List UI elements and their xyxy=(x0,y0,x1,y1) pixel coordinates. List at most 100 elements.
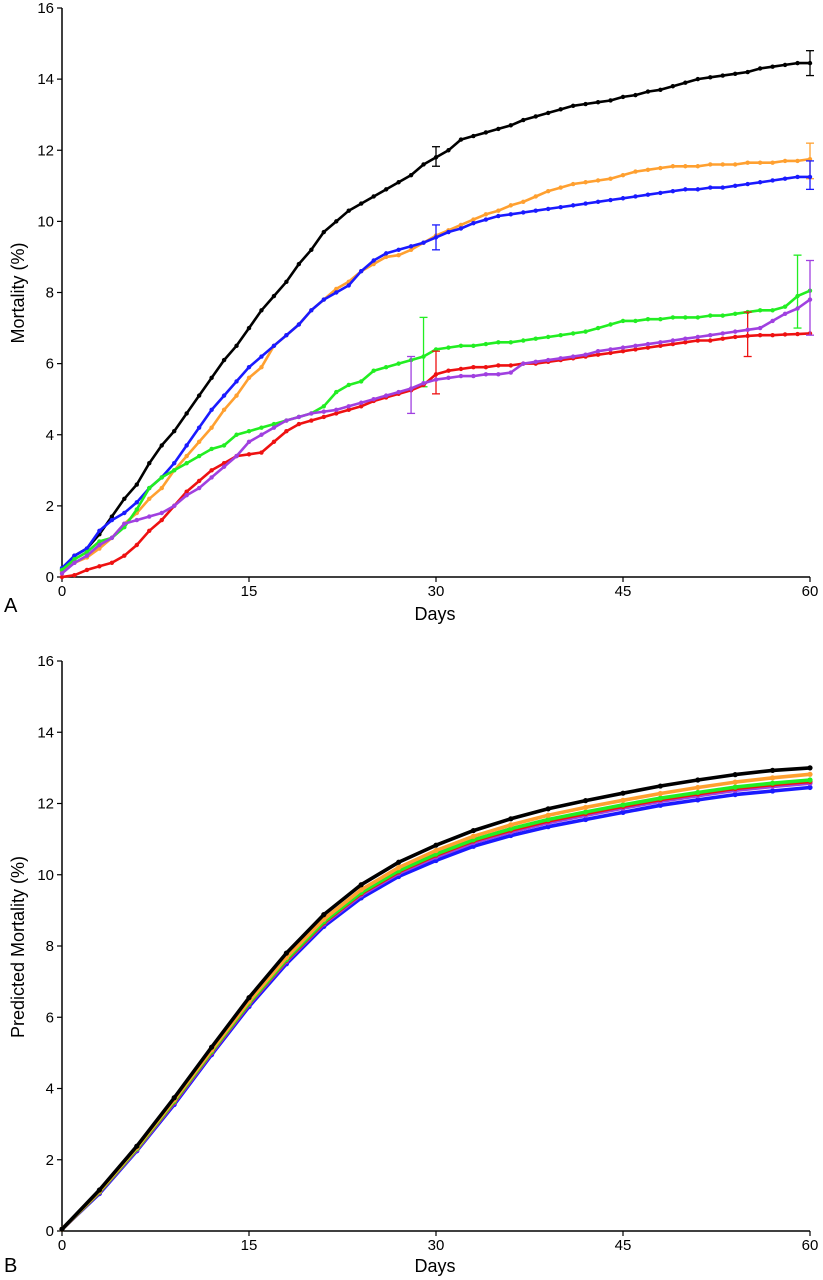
data-point xyxy=(633,92,638,98)
data-point xyxy=(221,357,227,363)
data-point xyxy=(645,192,651,197)
data-point xyxy=(122,510,127,516)
data-point xyxy=(757,325,763,331)
data-point xyxy=(184,411,189,416)
data-point xyxy=(396,859,402,865)
panel-a-y-tick-label: 16 xyxy=(37,0,54,17)
data-point xyxy=(782,304,788,309)
data-point xyxy=(620,94,626,100)
data-point xyxy=(645,341,651,347)
data-point xyxy=(695,315,700,320)
panel-a-x-tick-label: 0 xyxy=(58,583,66,600)
data-point xyxy=(246,995,252,1001)
data-point xyxy=(533,336,538,341)
data-point xyxy=(433,847,439,854)
data-point xyxy=(508,826,514,832)
data-point xyxy=(396,252,401,258)
panel-b-x-tick-label: 15 xyxy=(241,1237,258,1254)
series-line xyxy=(60,766,811,1231)
data-point xyxy=(695,777,701,783)
data-point xyxy=(521,210,526,215)
data-point xyxy=(458,137,464,142)
data-point xyxy=(733,311,738,317)
data-point xyxy=(396,865,402,871)
data-point xyxy=(59,1226,65,1232)
data-point xyxy=(246,452,252,457)
panel-a-y-tick-label: 6 xyxy=(46,356,54,373)
data-point xyxy=(321,297,326,302)
data-point xyxy=(97,542,102,548)
panel-b-y-tick-label: 12 xyxy=(37,796,54,813)
data-point xyxy=(570,181,576,187)
data-point xyxy=(795,331,800,337)
data-point xyxy=(558,356,563,361)
data-point xyxy=(695,187,700,192)
data-point xyxy=(595,325,601,331)
data-point xyxy=(633,318,638,324)
data-point xyxy=(658,190,663,196)
panel-a-series-1 xyxy=(59,50,814,573)
data-point xyxy=(209,407,214,413)
data-point xyxy=(246,439,252,445)
data-point xyxy=(122,521,127,526)
data-point xyxy=(159,443,164,448)
data-point xyxy=(470,833,476,839)
data-point xyxy=(583,798,589,804)
panel-a-series-3 xyxy=(59,160,814,571)
data-point xyxy=(733,329,738,334)
panel-b-x-tick-label: 30 xyxy=(428,1237,445,1254)
data-point xyxy=(546,188,551,194)
data-point xyxy=(196,478,202,484)
data-point xyxy=(359,379,364,384)
data-point xyxy=(471,364,476,370)
data-point xyxy=(732,784,738,790)
data-point xyxy=(807,777,813,783)
data-point xyxy=(508,832,514,839)
data-point xyxy=(109,560,115,565)
data-point xyxy=(546,334,551,340)
data-point xyxy=(97,539,102,544)
data-point xyxy=(246,364,252,370)
data-point xyxy=(159,517,164,523)
panel-b-y-tick-label: 8 xyxy=(46,938,54,955)
data-point xyxy=(284,418,289,423)
data-point xyxy=(221,393,227,398)
data-point xyxy=(159,510,164,516)
data-point xyxy=(309,418,314,423)
data-point xyxy=(583,352,588,357)
data-point xyxy=(558,332,563,338)
panel-b-x-axis-title: Days xyxy=(414,1256,455,1276)
data-point xyxy=(396,361,401,366)
data-point xyxy=(620,345,626,350)
data-point xyxy=(545,816,551,823)
data-point xyxy=(271,439,277,445)
data-point xyxy=(134,1143,140,1149)
data-point xyxy=(396,389,401,395)
data-point xyxy=(97,564,102,569)
error-bar xyxy=(407,355,416,415)
data-point xyxy=(309,247,314,253)
data-point xyxy=(770,332,775,338)
data-point xyxy=(670,188,676,194)
data-point xyxy=(595,178,601,183)
data-point xyxy=(321,404,326,409)
data-point xyxy=(458,366,464,372)
data-point xyxy=(782,332,788,337)
error-bar xyxy=(432,146,440,167)
data-point xyxy=(620,797,626,803)
data-point xyxy=(733,162,738,167)
data-point xyxy=(446,368,451,373)
data-point xyxy=(209,1044,215,1050)
data-point xyxy=(296,261,302,267)
data-point xyxy=(346,208,351,213)
data-point xyxy=(782,176,788,181)
data-point xyxy=(471,133,476,139)
data-point xyxy=(346,382,351,388)
data-point xyxy=(334,407,339,413)
data-point xyxy=(608,322,613,327)
data-point xyxy=(446,375,451,381)
data-point xyxy=(782,311,788,317)
data-point xyxy=(134,507,139,512)
data-point xyxy=(496,126,501,132)
